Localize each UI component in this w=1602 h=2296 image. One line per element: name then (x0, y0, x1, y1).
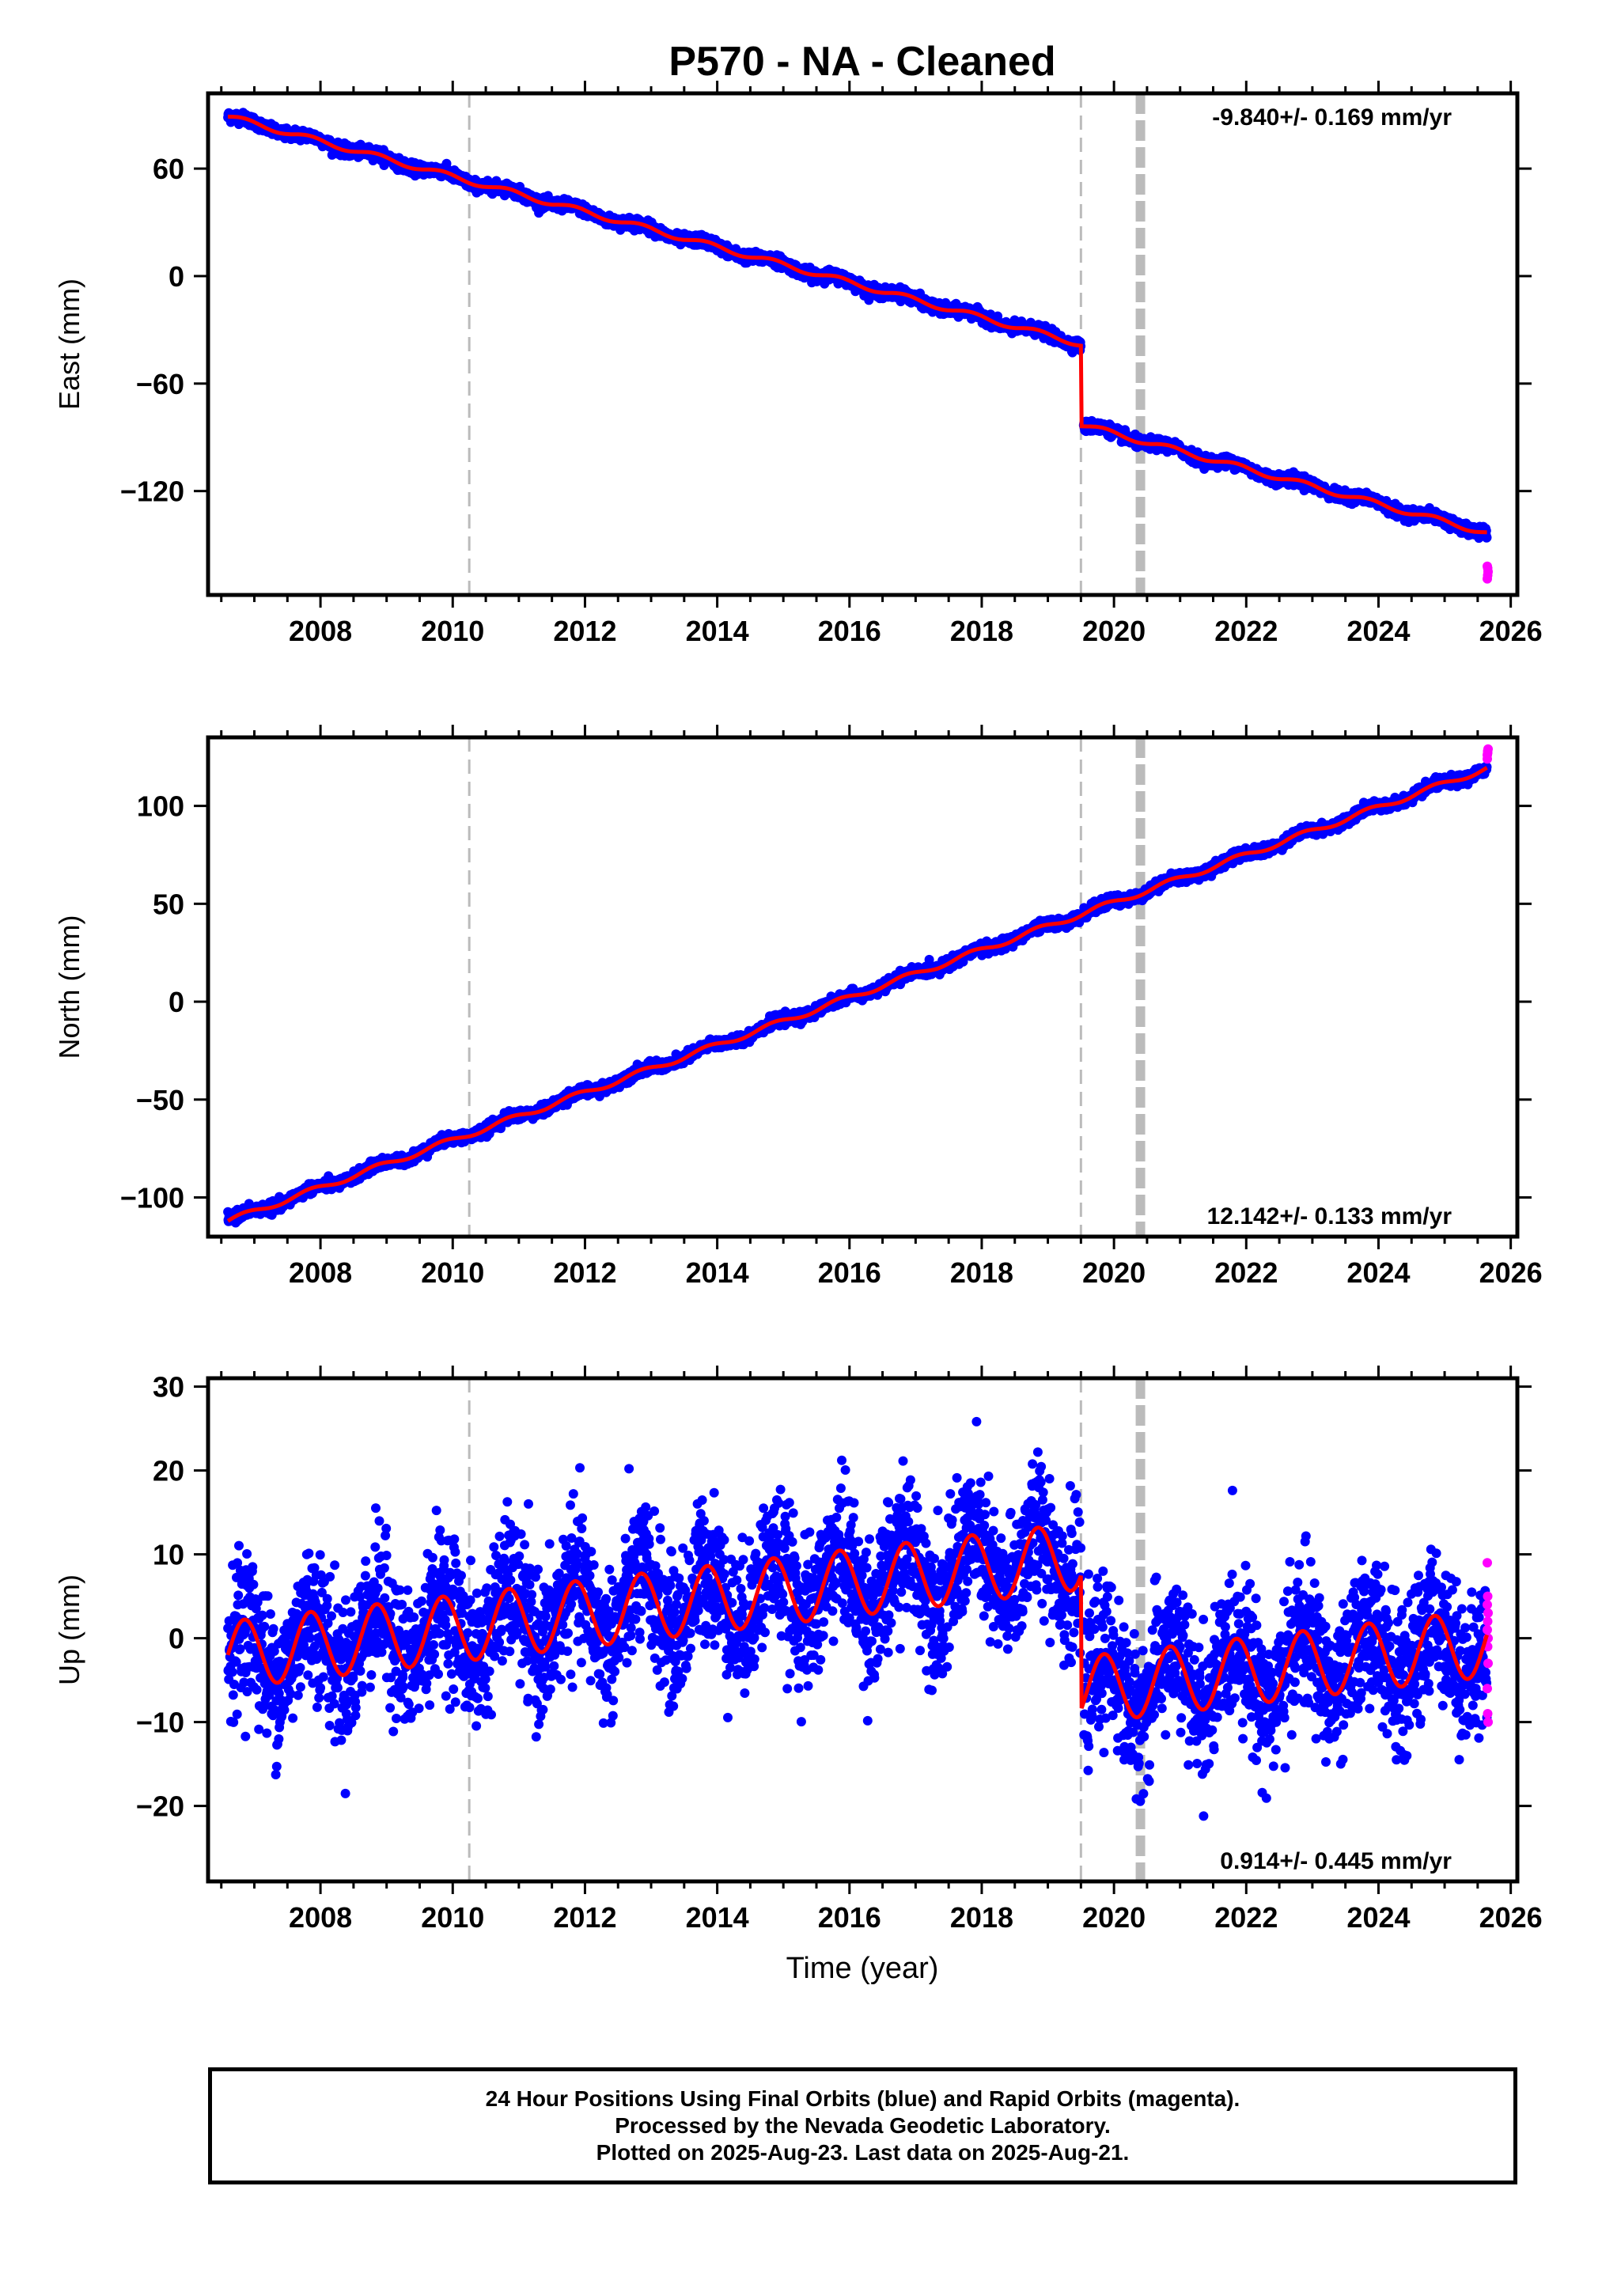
chart-title: P570 - NA - Cleaned (668, 39, 1055, 85)
x-tick-label: 2012 (553, 615, 616, 647)
x-tick-label: 2016 (818, 615, 881, 647)
y-tick-label: −60 (136, 368, 184, 400)
y-tick-label: 60 (153, 153, 184, 185)
east-panel: 2008 2010 2012 2014 2016 2018 2020 2022 2024 2026… (53, 81, 1543, 647)
rapid-data-point (1483, 574, 1492, 584)
rate-label: -9.840+/- 0.169 mm/yr (1212, 104, 1452, 131)
rapid-orbit-points (1483, 561, 1493, 584)
final-orbit-points (223, 108, 1492, 544)
x-tick-label: 2018 (950, 615, 1013, 647)
x-tick-label: 2022 (1214, 615, 1278, 647)
y-tick-label: 0 (169, 260, 184, 293)
rapid-data-point (1483, 563, 1493, 573)
x-tick-label: 2026 (1479, 615, 1543, 647)
y-tick-label: −120 (120, 475, 184, 508)
x-tick-label: 2010 (421, 615, 484, 647)
north-panel: 2008 2010 2012 2014 2016 2018 2020 2022 2024 2026… (53, 725, 1543, 1289)
y-axis-label: East (mm) (53, 278, 85, 410)
x-tick-label: 2020 (1082, 615, 1146, 647)
x-tick-label: 2024 (1346, 615, 1410, 647)
x-tick-label: 2008 (289, 615, 352, 647)
x-tick-label: 2014 (686, 615, 749, 647)
